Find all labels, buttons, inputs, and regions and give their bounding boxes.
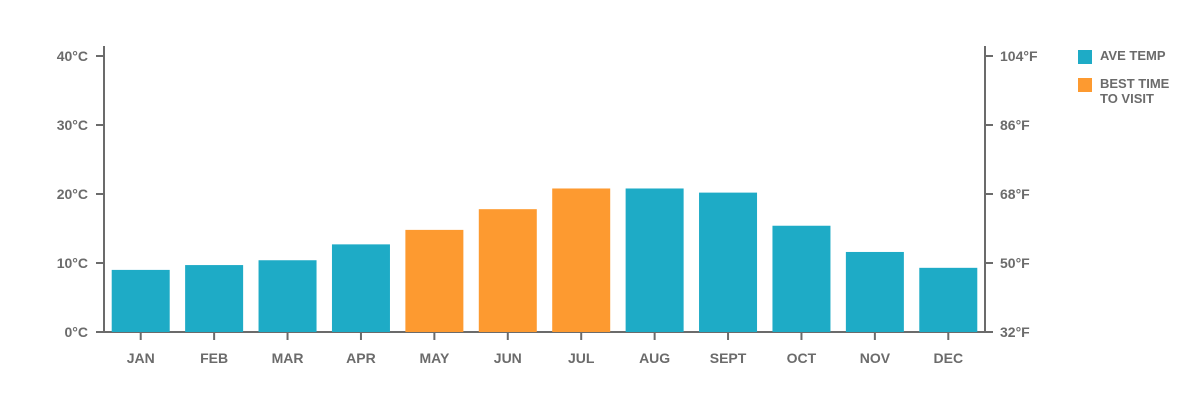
y-tick-label-right: 68°F — [1000, 186, 1030, 202]
x-tick-label-oct: OCT — [787, 350, 817, 366]
bar-dec — [919, 267, 978, 332]
bar-mar — [258, 260, 317, 332]
x-tick-label-aug: AUG — [639, 350, 670, 366]
y-tick-label-left: 10°C — [57, 255, 88, 271]
bar-jun — [478, 209, 537, 332]
y-tick-label-left: 0°C — [65, 324, 89, 340]
y-tick-label-left: 30°C — [57, 117, 88, 133]
x-tick-label-jul: JUL — [568, 350, 595, 366]
x-tick-label-jun: JUN — [494, 350, 522, 366]
x-tick-label-dec: DEC — [934, 350, 964, 366]
y-tick-label-right: 104°F — [1000, 48, 1038, 64]
x-tick-label-nov: NOV — [860, 350, 891, 366]
legend-item-ave-temp: AVE TEMP — [1078, 48, 1180, 64]
x-tick-label-apr: APR — [346, 350, 376, 366]
bar-oct — [772, 225, 831, 332]
bar-sept — [699, 192, 758, 332]
y-tick-label-right: 32°F — [1000, 324, 1030, 340]
y-tick-label-left: 20°C — [57, 186, 88, 202]
x-tick-label-may: MAY — [419, 350, 449, 366]
legend-label-ave-temp: AVE TEMP — [1100, 48, 1166, 63]
x-tick-label-feb: FEB — [200, 350, 228, 366]
bar-jul — [552, 188, 611, 332]
legend-swatch-best-time — [1078, 78, 1092, 92]
x-tick-label-jan: JAN — [127, 350, 155, 366]
y-tick-label-right: 86°F — [1000, 117, 1030, 133]
bar-may — [405, 229, 464, 332]
bar-jan — [111, 269, 170, 332]
y-tick-label-left: 40°C — [57, 48, 88, 64]
bar-feb — [185, 265, 244, 332]
y-tick-label-right: 50°F — [1000, 255, 1030, 271]
legend-swatch-ave-temp — [1078, 50, 1092, 64]
bar-aug — [625, 188, 684, 332]
legend: AVE TEMP BEST TIME TO VISIT — [1078, 48, 1180, 118]
legend-item-best-time: BEST TIME TO VISIT — [1078, 76, 1180, 106]
x-tick-label-sept: SEPT — [710, 350, 747, 366]
x-tick-label-mar: MAR — [272, 350, 304, 366]
bar-nov — [845, 251, 904, 332]
bar-apr — [331, 244, 390, 332]
legend-label-best-time: BEST TIME TO VISIT — [1100, 76, 1170, 106]
